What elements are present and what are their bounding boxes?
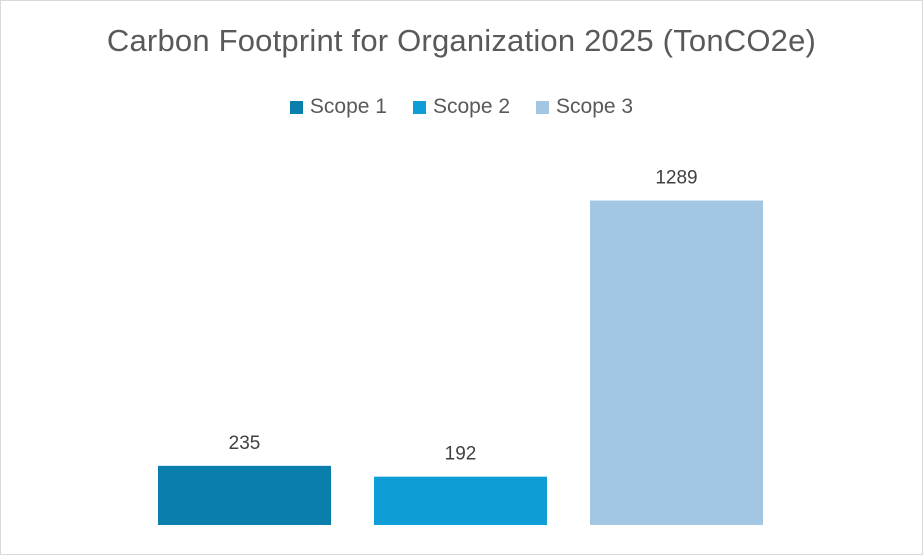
bar-scope-1 — [158, 465, 331, 525]
legend-item-scope-2: Scope 2 — [412, 95, 511, 119]
legend-swatch-scope-1 — [289, 100, 303, 114]
legend: Scope 1 Scope 2 Scope 3 — [1, 95, 922, 119]
legend-swatch-scope-2 — [412, 100, 426, 114]
data-label-scope-1: 235 — [229, 433, 261, 454]
chart-title: Carbon Footprint for Organization 2025 (… — [106, 23, 817, 58]
legend-label-scope-3: Scope 3 — [556, 95, 634, 118]
legend-item-scope-3: Scope 3 — [536, 95, 633, 119]
data-label-scope-2: 192 — [445, 444, 477, 465]
legend-item-scope-1: Scope 1 — [289, 95, 387, 119]
data-label-scope-3: 1289 — [655, 168, 697, 189]
legend-label-scope-2: Scope 2 — [432, 95, 511, 118]
legend-label-scope-1: Scope 1 — [309, 95, 387, 118]
bar-scope-2 — [374, 476, 547, 525]
bar-scope-3 — [590, 200, 763, 525]
legend-swatch-scope-3 — [536, 100, 550, 114]
